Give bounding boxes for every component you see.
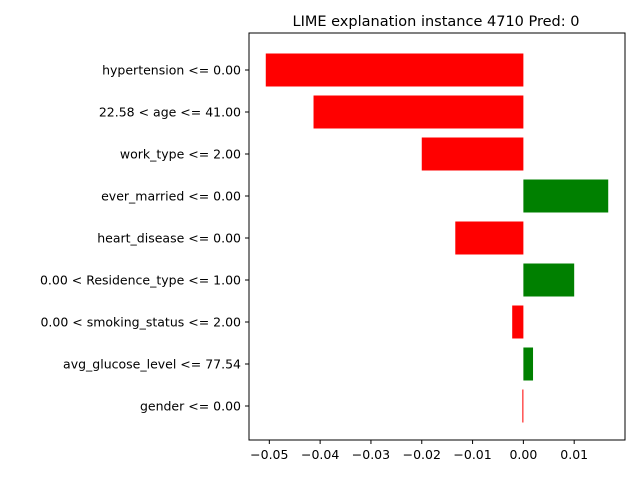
y-tick-label: 0.00 < Residence_type <= 1.00 bbox=[40, 273, 241, 288]
y-tick-label: ever_married <= 0.00 bbox=[101, 189, 241, 204]
y-tick-label: 0.00 < smoking_status <= 2.00 bbox=[40, 315, 241, 330]
y-tick-label: heart_disease <= 0.00 bbox=[97, 231, 241, 246]
chart-title: LIME explanation instance 4710 Pred: 0 bbox=[293, 14, 580, 30]
bar-4 bbox=[455, 221, 524, 255]
bars-layer bbox=[265, 53, 609, 423]
bar-1 bbox=[313, 95, 524, 129]
y-tick-label: avg_glucose_level <= 77.54 bbox=[63, 357, 241, 372]
bar-8 bbox=[522, 389, 524, 423]
x-tick-label: −0.04 bbox=[301, 447, 339, 462]
x-tick-label: 0.01 bbox=[560, 447, 588, 462]
plot-frame bbox=[248, 32, 626, 441]
bar-2 bbox=[421, 137, 524, 171]
bar-3 bbox=[523, 179, 609, 213]
y-tick-label: 22.58 < age <= 41.00 bbox=[99, 105, 241, 120]
y-tick-label: gender <= 0.00 bbox=[140, 399, 241, 414]
x-tick-label: 0.00 bbox=[509, 447, 537, 462]
x-tick-label: −0.03 bbox=[352, 447, 390, 462]
x-axis-ticks: −0.05 −0.04 −0.03 −0.02 −0.01 0.00 0.01 bbox=[250, 440, 588, 462]
bar-7 bbox=[523, 347, 534, 381]
y-axis-ticks: hypertension <= 0.00 22.58 < age <= 41.00… bbox=[40, 63, 249, 414]
y-tick-label: hypertension <= 0.00 bbox=[102, 63, 241, 78]
x-tick-label: −0.01 bbox=[453, 447, 491, 462]
bar-6 bbox=[512, 305, 524, 339]
x-tick-label: −0.05 bbox=[250, 447, 288, 462]
y-tick-label: work_type <= 2.00 bbox=[120, 147, 241, 162]
bar-0 bbox=[265, 53, 524, 87]
bar-5 bbox=[523, 263, 575, 297]
x-tick-label: −0.02 bbox=[403, 447, 441, 462]
